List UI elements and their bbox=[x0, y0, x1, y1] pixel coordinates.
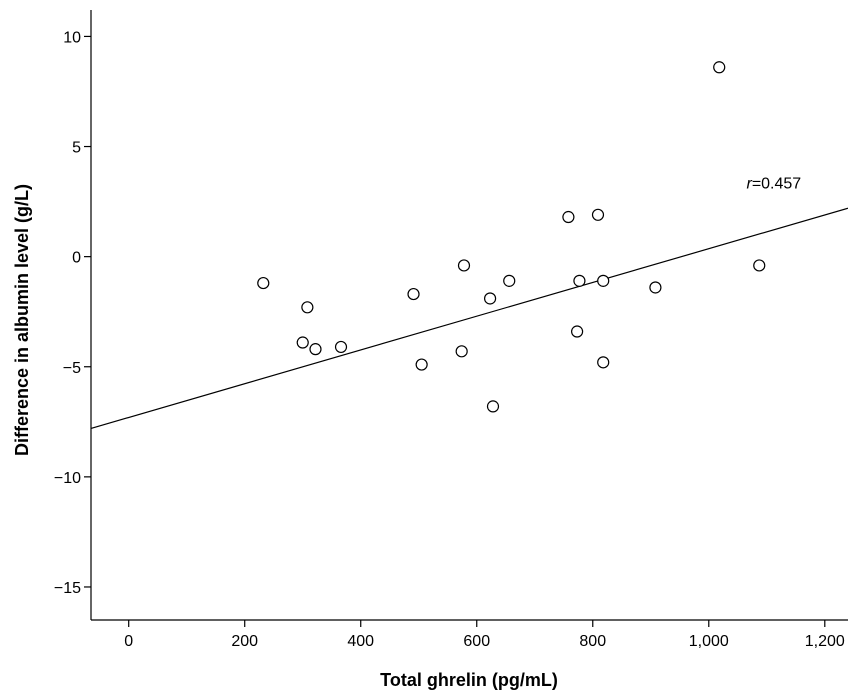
data-point bbox=[713, 61, 726, 74]
y-tick-label: 0 bbox=[72, 250, 81, 267]
y-axis-title: Difference in albumin level (g/L) bbox=[12, 184, 32, 456]
data-point bbox=[591, 208, 605, 221]
x-tick-label: 600 bbox=[463, 633, 490, 650]
data-point bbox=[296, 336, 309, 349]
data-point bbox=[597, 274, 610, 287]
x-tick-label: 0 bbox=[124, 633, 133, 650]
annotation-group: r=0.457 bbox=[746, 175, 801, 192]
x-tick-label: 1,000 bbox=[689, 633, 729, 650]
y-tick-label: −5 bbox=[63, 360, 81, 377]
data-point bbox=[415, 358, 428, 371]
data-point bbox=[503, 274, 516, 287]
regression-line bbox=[90, 207, 848, 429]
data-point bbox=[562, 210, 575, 224]
y-tick-label: −15 bbox=[54, 580, 81, 597]
data-point bbox=[597, 356, 610, 369]
x-tick-label: 1,200 bbox=[805, 633, 845, 650]
data-point bbox=[455, 345, 468, 358]
x-tick-label: 200 bbox=[231, 633, 258, 650]
data-point bbox=[457, 259, 471, 272]
data-point bbox=[486, 400, 500, 413]
x-tick-label: 800 bbox=[579, 633, 606, 650]
data-point bbox=[571, 325, 584, 338]
x-tick-label: 400 bbox=[347, 633, 374, 650]
data-point bbox=[573, 274, 586, 287]
axis-labels: Total ghrelin (pg/mL) Difference in albu… bbox=[12, 184, 558, 690]
y-tick-label: 10 bbox=[63, 29, 81, 46]
data-point bbox=[257, 276, 270, 290]
y-tick-label: −10 bbox=[54, 470, 81, 487]
y-tick-label: 5 bbox=[72, 140, 81, 157]
data-point bbox=[753, 259, 766, 272]
axes: 10 5 0 −5 −10 −15 0 200 400 600 800 1,000 1,200 bbox=[54, 10, 848, 650]
correlation-annotation: r=0.457 bbox=[746, 175, 801, 192]
correlation-value: =0.457 bbox=[752, 175, 801, 192]
data-point bbox=[407, 287, 420, 301]
data-point bbox=[309, 343, 322, 356]
correlation-symbol: r bbox=[746, 175, 752, 192]
data-point bbox=[301, 301, 314, 314]
x-axis-title: Total ghrelin (pg/mL) bbox=[380, 670, 558, 690]
data-point bbox=[483, 292, 497, 305]
data-point bbox=[649, 281, 662, 294]
data-point bbox=[334, 340, 348, 354]
regression-line-group bbox=[90, 207, 848, 429]
data-points bbox=[257, 61, 766, 413]
